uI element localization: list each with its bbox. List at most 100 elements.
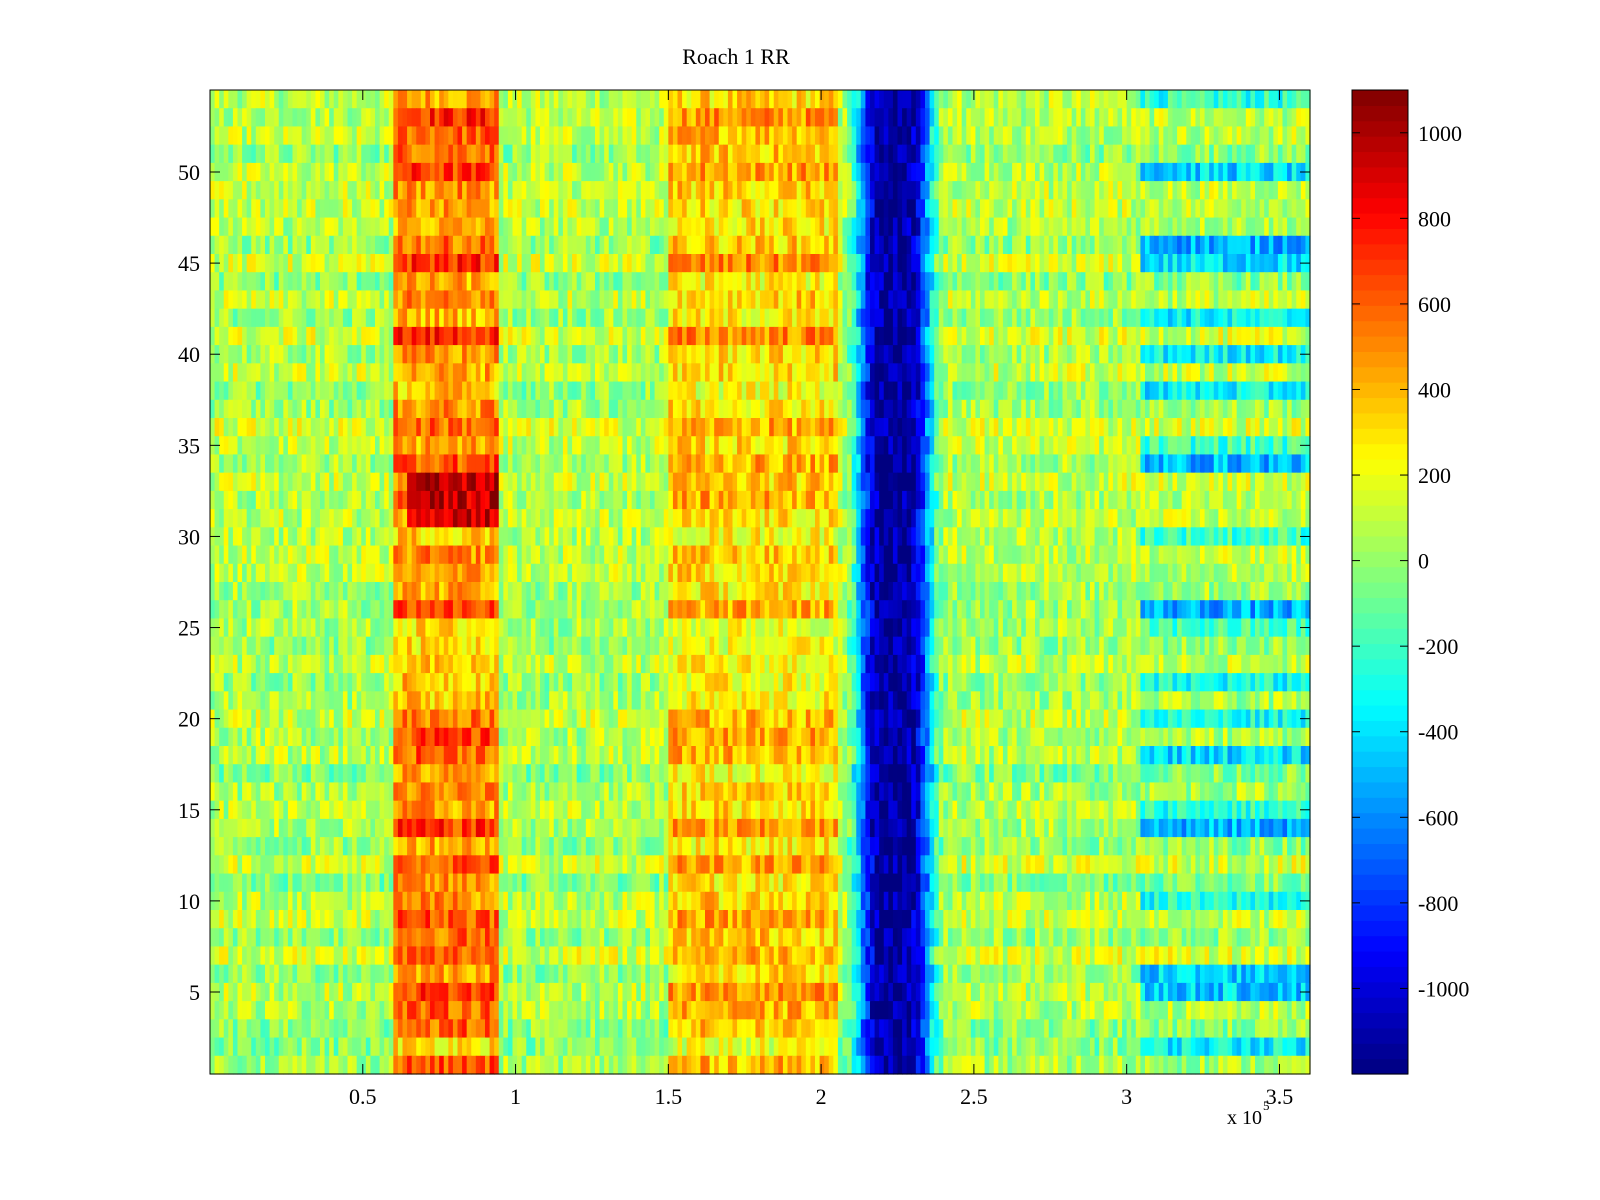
heatmap-cell bbox=[251, 308, 257, 328]
heatmap-cell bbox=[842, 217, 848, 237]
heatmap-cell bbox=[604, 126, 610, 146]
heatmap-cell bbox=[530, 454, 537, 474]
heatmap-cell bbox=[1080, 108, 1087, 128]
heatmap-cell bbox=[792, 399, 798, 419]
heatmap-cell bbox=[938, 381, 944, 401]
heatmap-cell bbox=[975, 254, 981, 273]
heatmap-cell bbox=[297, 345, 303, 364]
heatmap-cell bbox=[989, 126, 995, 146]
heatmap-cell bbox=[512, 399, 518, 419]
heatmap-cell bbox=[1071, 345, 1077, 364]
heatmap-cell bbox=[1255, 108, 1261, 128]
heatmap-cell bbox=[384, 217, 390, 237]
heatmap-cell bbox=[320, 272, 326, 292]
heatmap-cell bbox=[297, 418, 303, 437]
heatmap-cell bbox=[265, 381, 271, 401]
heatmap-cell bbox=[585, 217, 592, 237]
heatmap-cell bbox=[265, 272, 271, 292]
heatmap-cell bbox=[659, 126, 665, 146]
heatmap-cell bbox=[361, 126, 367, 146]
heatmap-cell bbox=[544, 381, 550, 401]
heatmap-cell bbox=[388, 436, 394, 456]
heatmap-cell bbox=[1076, 126, 1082, 146]
heatmap-cell bbox=[214, 144, 220, 164]
heatmap-cell bbox=[1062, 308, 1068, 328]
heatmap-cell bbox=[654, 108, 660, 128]
heatmap-cell bbox=[237, 272, 243, 292]
heatmap-cell bbox=[998, 454, 1004, 474]
heatmap-cell bbox=[714, 418, 720, 437]
heatmap-cell bbox=[1112, 436, 1119, 456]
heatmap-cell bbox=[613, 381, 619, 401]
heatmap-cell bbox=[1255, 144, 1261, 164]
heatmap-cell bbox=[1167, 381, 1174, 401]
heatmap-cell bbox=[961, 326, 967, 346]
heatmap-cell bbox=[659, 254, 665, 273]
heatmap-cell bbox=[219, 290, 225, 310]
heatmap-cell bbox=[402, 199, 408, 219]
heatmap-cell bbox=[760, 345, 766, 364]
heatmap-cell bbox=[1287, 308, 1293, 328]
heatmap-cell bbox=[512, 272, 518, 292]
heatmap-cell bbox=[393, 399, 399, 419]
heatmap-cell bbox=[1016, 345, 1022, 364]
heatmap-cell bbox=[232, 162, 239, 182]
heatmap-cell bbox=[521, 363, 527, 383]
heatmap-cell bbox=[553, 217, 559, 237]
heatmap-cell bbox=[1057, 217, 1064, 237]
heatmap-cell bbox=[805, 108, 812, 128]
heatmap-cell bbox=[842, 436, 848, 456]
heatmap-cell bbox=[1273, 326, 1279, 346]
heatmap-cell bbox=[1140, 90, 1146, 109]
heatmap-cell bbox=[1259, 90, 1265, 109]
heatmap-cell bbox=[828, 290, 834, 310]
heatmap-cell bbox=[1200, 199, 1206, 219]
heatmap-cell bbox=[938, 126, 944, 146]
heatmap-cell bbox=[870, 199, 876, 219]
heatmap-cell bbox=[1222, 399, 1229, 419]
heatmap-cell bbox=[301, 162, 307, 182]
heatmap-cell bbox=[686, 126, 692, 146]
heatmap-cell bbox=[430, 217, 436, 237]
heatmap-cell bbox=[320, 199, 326, 219]
heatmap-cell bbox=[897, 454, 903, 474]
heatmap-cell bbox=[617, 363, 624, 383]
heatmap-cell bbox=[709, 436, 715, 456]
heatmap-cell bbox=[1213, 345, 1219, 364]
heatmap-cell bbox=[1108, 454, 1114, 474]
heatmap-cell bbox=[365, 345, 372, 364]
heatmap-cell bbox=[1007, 308, 1013, 328]
heatmap-cell bbox=[622, 345, 628, 364]
heatmap-cell bbox=[246, 90, 252, 109]
heatmap-cell bbox=[1245, 436, 1252, 456]
heatmap-cell bbox=[397, 235, 404, 255]
heatmap-cell bbox=[902, 436, 908, 456]
heatmap-cell bbox=[782, 272, 789, 292]
heatmap-cell bbox=[700, 90, 706, 109]
heatmap-cell bbox=[462, 381, 468, 401]
heatmap-cell bbox=[860, 162, 867, 182]
heatmap-cell bbox=[287, 436, 294, 456]
heatmap-cell bbox=[750, 381, 757, 401]
heatmap-cell bbox=[851, 381, 857, 401]
heatmap-cell bbox=[1035, 363, 1041, 383]
heatmap-cell bbox=[617, 308, 624, 328]
heatmap-cell bbox=[792, 308, 798, 328]
heatmap-cell bbox=[810, 454, 816, 474]
heatmap-cell bbox=[1241, 399, 1247, 419]
heatmap-cell bbox=[663, 235, 669, 255]
heatmap-cell bbox=[741, 199, 747, 219]
heatmap-cell bbox=[911, 308, 917, 328]
heatmap-cell bbox=[1117, 272, 1123, 292]
heatmap-cell bbox=[659, 199, 665, 219]
heatmap-cell bbox=[915, 308, 922, 328]
heatmap-cell bbox=[741, 326, 747, 346]
heatmap-cell bbox=[915, 454, 922, 474]
heatmap-cell bbox=[792, 181, 798, 200]
heatmap-cell bbox=[462, 199, 468, 219]
heatmap-cell bbox=[1071, 162, 1077, 182]
heatmap-cell bbox=[1163, 326, 1169, 346]
heatmap-cell bbox=[723, 199, 729, 219]
heatmap-cell bbox=[581, 381, 587, 401]
heatmap-cell bbox=[407, 363, 413, 383]
